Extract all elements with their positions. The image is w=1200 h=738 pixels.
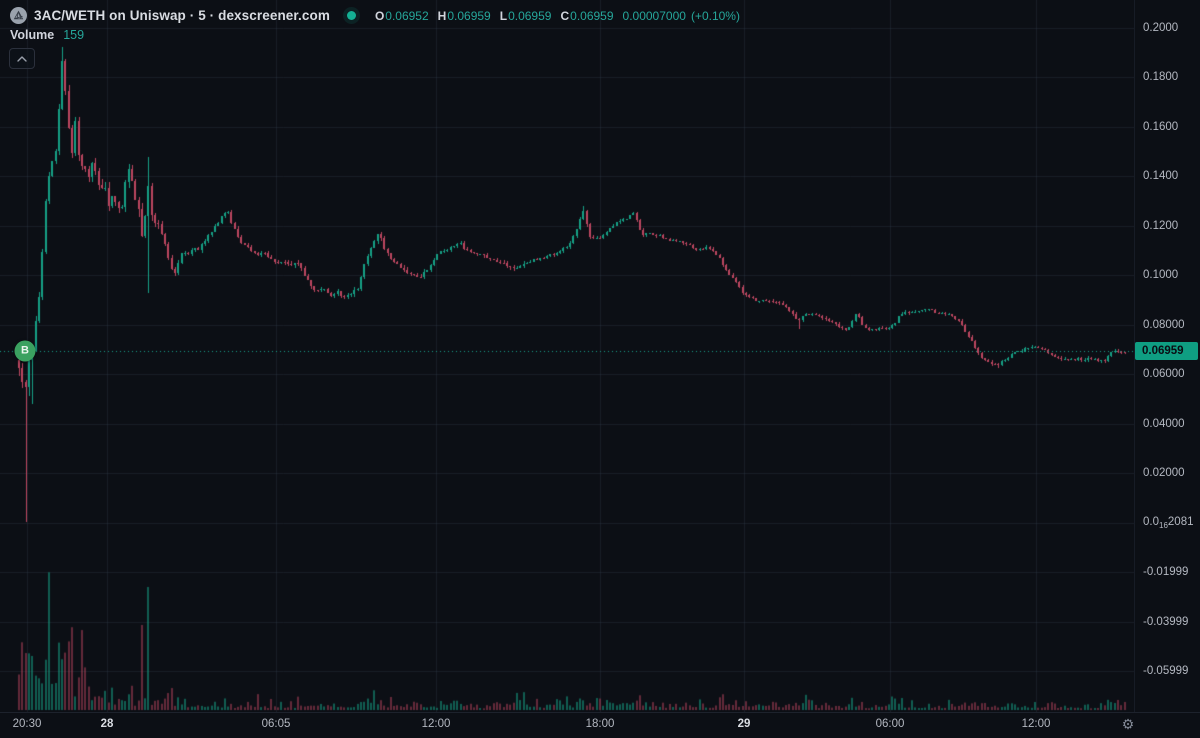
token-logo-icon (10, 7, 27, 24)
price-axis[interactable]: 0.2000 0.1800 0.1600 0.1400 0.1200 0.1000 0.08… (1134, 0, 1200, 712)
chevron-up-icon (17, 55, 27, 62)
volume-legend: Volume 159 (10, 28, 84, 42)
high-label: H (437, 8, 447, 23)
y-axis-label: 0.1600 (1143, 120, 1179, 133)
volume-label: Volume (10, 28, 55, 42)
change-percent: (+0.10%) (690, 8, 740, 23)
low-value: 0.06959 (508, 8, 552, 23)
x-axis-label: 06:00 (875, 718, 905, 730)
x-axis-label: 18:00 (585, 718, 615, 730)
y-axis-label: -0.05999 (1143, 665, 1189, 678)
open-label: O (374, 8, 385, 23)
price-chart-canvas[interactable] (0, 0, 1134, 712)
gear-icon: ⚙ (1121, 715, 1135, 732)
x-axis-label: 28 (100, 718, 114, 730)
y-axis-label: -0.01999 (1143, 566, 1189, 579)
y-axis-label: 0.2000 (1143, 21, 1179, 34)
y-axis-label: 0.1000 (1143, 269, 1179, 282)
ohlc-readout: O 0.06952 H 0.06959 L 0.06959 C 0.06959 0.00… (375, 9, 740, 23)
collapse-legend-button[interactable] (9, 48, 35, 69)
y-axis-label: 0.08000 (1143, 318, 1185, 331)
x-axis-label: 12:00 (1021, 718, 1051, 730)
y-axis-label: 0.04000 (1143, 417, 1185, 430)
x-axis-label: 29 (737, 718, 751, 730)
y-axis-label: -0.03999 (1143, 615, 1189, 628)
y-axis-label: 0.1200 (1143, 219, 1179, 232)
open-value: 0.06952 (385, 8, 429, 23)
last-price-badge: 0.06959 (1135, 341, 1198, 360)
x-axis-label: 20:30 (12, 718, 42, 730)
close-label: C (560, 8, 570, 23)
close-value: 0.06959 (570, 8, 614, 23)
y-axis-label: 0.1400 (1143, 170, 1179, 183)
y-axis-label: 0.1800 (1143, 71, 1179, 84)
time-axis[interactable]: 20:30 28 06:05 12:00 18:00 29 06:00 12:00 (0, 712, 1200, 738)
x-axis-label: 06:05 (261, 718, 291, 730)
x-axis-label: 12:00 (421, 718, 451, 730)
series-visibility-dot[interactable] (346, 11, 356, 20)
y-axis-label: 0.06000 (1143, 368, 1185, 381)
y-axis-label: 0.0162081 (1143, 515, 1194, 531)
change-absolute: 0.00007000 (622, 8, 686, 23)
buy-trade-marker[interactable]: B (14, 340, 36, 362)
axis-settings-button[interactable]: ⚙ (1117, 714, 1139, 734)
high-value: 0.06959 (447, 8, 491, 23)
y-axis-label: 0.02000 (1143, 467, 1185, 480)
chart-legend: 3AC/WETH on Uniswap · 5 · dexscreener.co… (10, 7, 740, 24)
volume-value: 159 (63, 28, 85, 42)
chart-title: 3AC/WETH on Uniswap · 5 · dexscreener.co… (34, 8, 330, 23)
low-label: L (499, 8, 508, 23)
